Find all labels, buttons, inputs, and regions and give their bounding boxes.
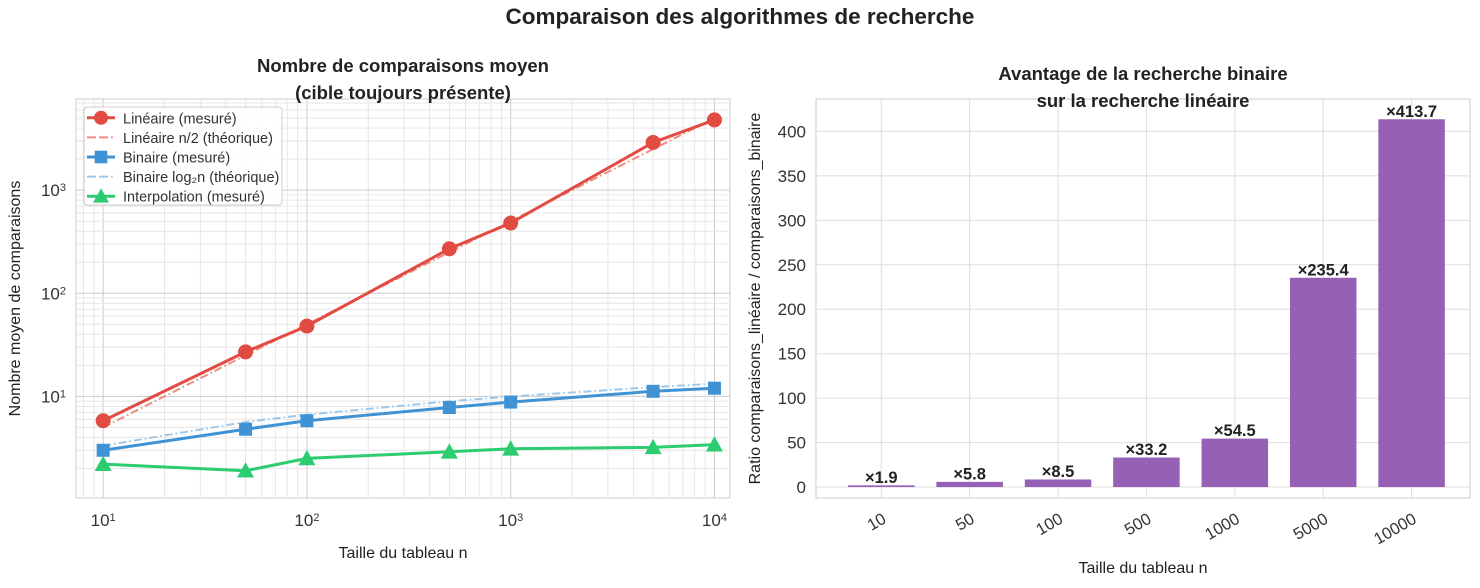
svg-text:104: 104 (702, 511, 727, 530)
svg-text:Linéaire (mesuré): Linéaire (mesuré) (123, 111, 237, 127)
svg-text:Taille du tableau n: Taille du tableau n (1079, 560, 1208, 577)
svg-text:101: 101 (91, 511, 116, 530)
svg-text:103: 103 (498, 511, 523, 530)
svg-text:103: 103 (41, 181, 66, 200)
svg-text:102: 102 (41, 284, 66, 303)
svg-text:200: 200 (778, 300, 806, 319)
svg-text:0: 0 (797, 478, 806, 497)
svg-text:102: 102 (294, 511, 319, 530)
svg-text:Nombre moyen de comparaisons: Nombre moyen de comparaisons (7, 181, 24, 417)
svg-text:Linéaire n/2 (théorique): Linéaire n/2 (théorique) (123, 131, 273, 147)
svg-text:50: 50 (787, 434, 806, 453)
svg-text:250: 250 (778, 256, 806, 275)
svg-text:×8.5: ×8.5 (1042, 463, 1075, 481)
svg-text:Taille du tableau n: Taille du tableau n (339, 545, 468, 562)
svg-text:1000: 1000 (1202, 510, 1243, 544)
svg-text:×1.9: ×1.9 (865, 469, 898, 487)
svg-text:100: 100 (778, 389, 806, 408)
svg-text:×33.2: ×33.2 (1126, 441, 1168, 459)
svg-text:5000: 5000 (1290, 510, 1331, 544)
svg-text:×5.8: ×5.8 (953, 465, 986, 483)
svg-text:10000: 10000 (1371, 510, 1420, 549)
svg-text:Binaire log₂n (théorique): Binaire log₂n (théorique) (123, 170, 279, 186)
svg-text:350: 350 (778, 167, 806, 186)
svg-text:400: 400 (778, 122, 806, 141)
svg-text:150: 150 (778, 345, 806, 364)
svg-text:101: 101 (41, 387, 66, 406)
svg-text:500: 500 (1122, 510, 1155, 539)
svg-text:Ratio comparaisons_linéaire /: Ratio comparaisons_linéaire / comparaiso… (747, 113, 764, 485)
svg-text:100: 100 (1033, 510, 1066, 539)
svg-text:300: 300 (778, 211, 806, 230)
svg-text:50: 50 (953, 510, 978, 535)
svg-text:Binaire (mesuré): Binaire (mesuré) (123, 151, 230, 167)
svg-text:×54.5: ×54.5 (1214, 422, 1256, 440)
svg-text:×235.4: ×235.4 (1298, 261, 1350, 279)
svg-text:10: 10 (864, 510, 889, 535)
svg-text:Interpolation (mesuré): Interpolation (mesuré) (123, 190, 265, 206)
